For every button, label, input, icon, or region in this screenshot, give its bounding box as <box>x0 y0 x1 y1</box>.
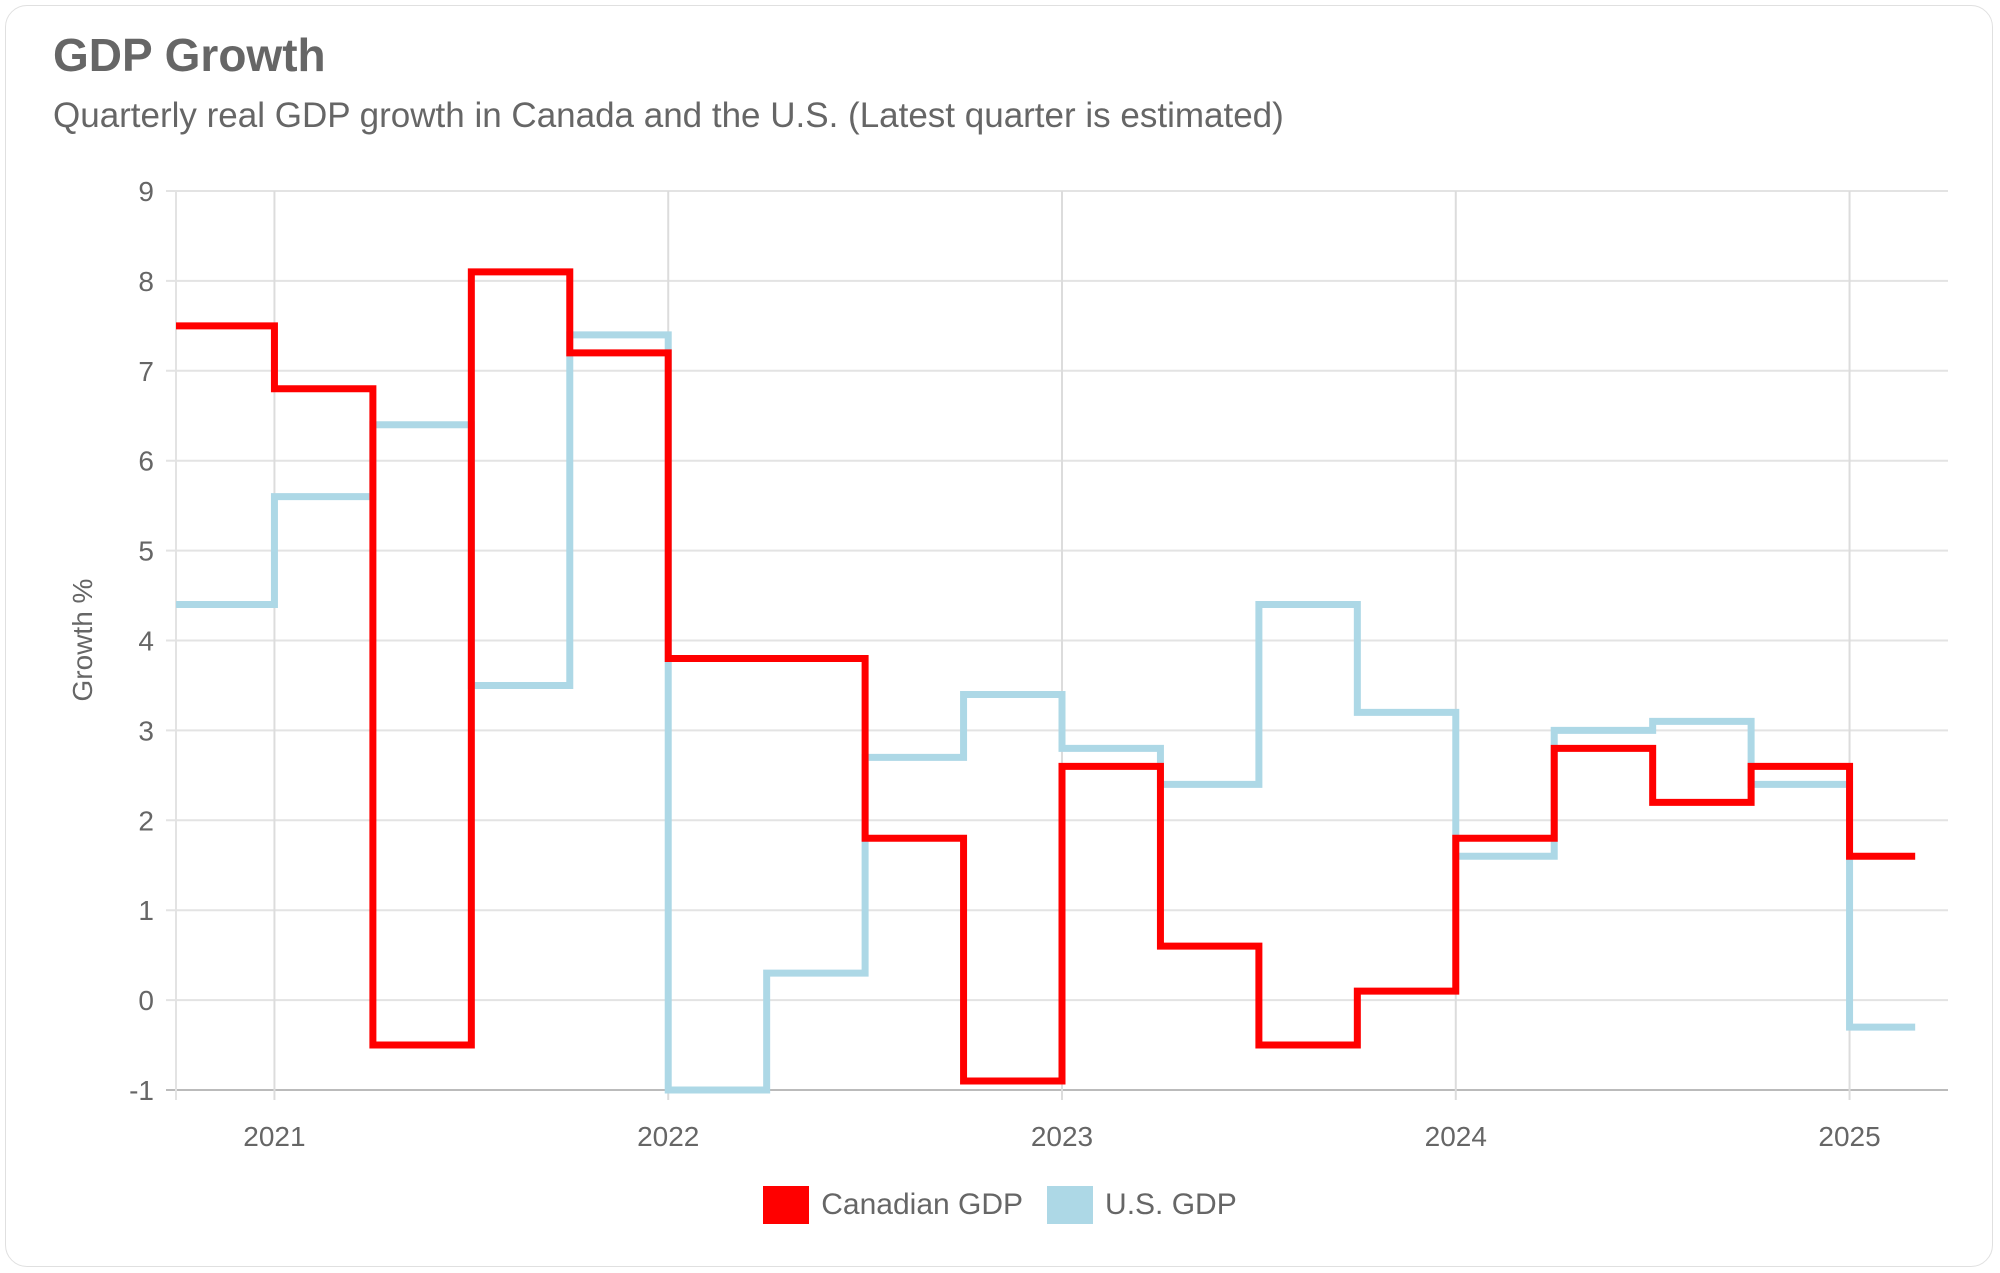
legend-label: U.S. GDP <box>1105 1188 1237 1221</box>
y-tick-label: 0 <box>138 985 154 1016</box>
series-line-canadian-gdp <box>176 268 1916 1085</box>
y-tick-label: 2 <box>138 805 154 836</box>
legend-label: Canadian GDP <box>821 1188 1024 1221</box>
y-tick-label: -1 <box>129 1075 154 1106</box>
y-tick-label: 6 <box>138 446 154 477</box>
chart-subtitle: Quarterly real GDP growth in Canada and … <box>53 96 1284 135</box>
legend: Canadian GDP U.S. GDP <box>0 1186 2000 1224</box>
chart-title: GDP Growth <box>53 29 326 81</box>
x-tick-label: 2024 <box>1425 1121 1487 1152</box>
chart-card <box>5 5 1993 1267</box>
y-tick-label: 7 <box>138 356 154 387</box>
y-tick-label: 3 <box>138 715 154 746</box>
y-axis-label: Growth % <box>67 579 98 702</box>
x-tick-label: 2025 <box>1818 1121 1880 1152</box>
legend-item-canadian-gdp[interactable]: Canadian GDP <box>763 1186 1023 1224</box>
x-tick-label: 2021 <box>243 1121 305 1152</box>
y-tick-label: 1 <box>138 895 154 926</box>
x-tick-label: 2023 <box>1031 1121 1093 1152</box>
legend-item-us-gdp[interactable]: U.S. GDP <box>1047 1186 1237 1224</box>
series-lines <box>176 268 1916 1094</box>
axes: 9 8 7 6 5 4 3 2 1 0 -1 2021 2022 2023 2024 2025 <box>129 176 1881 1152</box>
y-tick-label: 4 <box>138 626 154 657</box>
y-tick-label: 9 <box>138 176 154 207</box>
grid <box>166 190 1948 1100</box>
x-tick-label: 2022 <box>637 1121 699 1152</box>
series-line-u-s-gdp <box>176 331 1916 1094</box>
legend-swatch-canadian <box>763 1186 810 1224</box>
y-tick-label: 5 <box>138 536 154 567</box>
legend-swatch-us <box>1047 1186 1094 1224</box>
y-tick-label: 8 <box>138 266 154 297</box>
